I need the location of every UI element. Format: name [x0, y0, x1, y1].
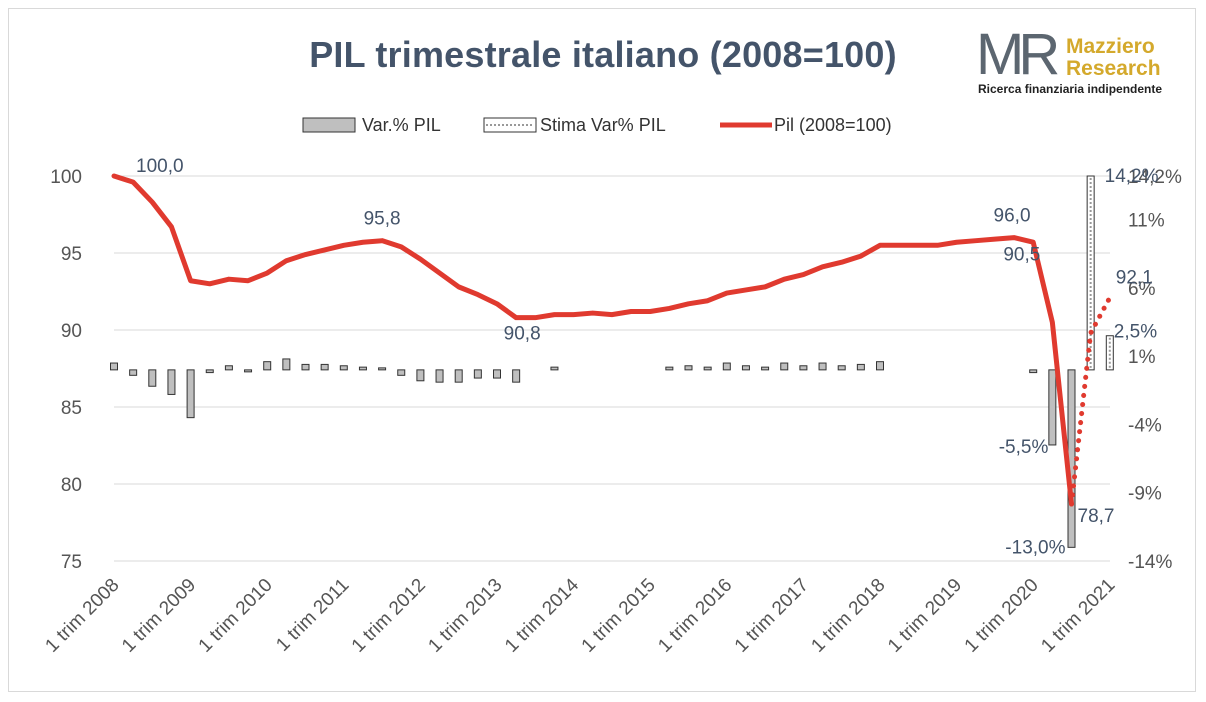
- legend: Var.% PIL Stima Var% PIL Pil (2008=100): [302, 115, 892, 135]
- bar-var-pil: [129, 369, 138, 376]
- bar-var-pil: [1029, 369, 1038, 374]
- left-tick-label: 90: [61, 321, 82, 342]
- right-tick-label: -9%: [1128, 484, 1162, 505]
- chart-title: PIL trimestrale italiano (2008=100): [309, 34, 897, 75]
- x-tick-label: 1 trim 2008: [41, 575, 123, 657]
- x-tick-label: 1 trim 2011: [272, 575, 353, 656]
- legend-swatch-var-pil: [302, 117, 356, 133]
- x-tick-label: 1 trim 2009: [118, 575, 200, 657]
- bar-var-pil: [550, 366, 559, 371]
- bar-var-pil: [665, 366, 674, 371]
- x-tick-label: 1 trim 2016: [654, 575, 736, 657]
- legend-label-pil: Pil (2008=100): [774, 115, 892, 135]
- bar-var-pil: [512, 369, 521, 383]
- bar-var-pil: [320, 363, 329, 371]
- data-label-var-pil: -5,5%: [999, 437, 1049, 458]
- bar-var-pil: [148, 369, 157, 387]
- bar-stima-var-pil: [1086, 175, 1095, 371]
- bar-var-pil: [722, 362, 731, 371]
- data-label-stima-var-pil: 2,5%: [1114, 322, 1157, 343]
- x-tick-label: 1 trim 2020: [961, 575, 1043, 657]
- lines-group: [111, 173, 1113, 507]
- left-tick-label: 95: [61, 244, 82, 265]
- chart-frame: [8, 8, 1196, 692]
- bar-var-pil: [186, 369, 195, 419]
- gridlines: [114, 175, 1110, 562]
- bar-var-pil: [416, 369, 425, 382]
- data-label-pil: 90,5: [1003, 244, 1040, 265]
- logo: MR Mazziero Research Ricerca finanziaria…: [976, 26, 1176, 106]
- data-label-pil: 90,8: [504, 324, 541, 345]
- data-label-var-pil: -13,0%: [1005, 537, 1065, 558]
- bar-var-pil: [244, 369, 253, 373]
- right-tick-label: 14,2%: [1128, 167, 1182, 188]
- x-tick-label: 1 trim 2021: [1037, 575, 1119, 657]
- bar-var-pil: [301, 363, 310, 371]
- bar-var-pil: [358, 366, 367, 371]
- bar-var-pil: [837, 365, 846, 371]
- right-axis-ticks: 14,2% 11% 6% 1% -4% -9% -14%: [1128, 167, 1182, 573]
- bar-var-pil: [205, 369, 214, 374]
- left-tick-label: 85: [61, 398, 82, 419]
- data-label-pil: 100,0: [136, 156, 184, 177]
- bar-var-pil: [282, 358, 291, 371]
- bar-var-pil: [378, 367, 387, 371]
- bar-var-pil: [1048, 369, 1057, 446]
- line-pil: [111, 173, 1074, 507]
- bar-var-pil: [339, 365, 348, 371]
- logo-tagline: Ricerca finanziaria indipendente: [978, 82, 1163, 96]
- line-pil-estimate: [1069, 295, 1113, 507]
- bar-var-pil: [761, 366, 770, 371]
- bar-var-pil: [397, 369, 406, 376]
- data-label-pil: 95,8: [364, 209, 401, 230]
- data-label-pil: 78,7: [1078, 506, 1115, 527]
- bar-var-pil: [473, 369, 482, 379]
- right-tick-label: 6%: [1128, 279, 1156, 300]
- bar-var-pil: [780, 362, 789, 371]
- bar-var-pil: [454, 369, 463, 383]
- x-tick-label: 1 trim 2013: [424, 575, 506, 657]
- bar-stima-var-pil: [1105, 335, 1114, 371]
- logo-name-line2: Research: [1066, 57, 1161, 80]
- bar-var-pil: [435, 369, 444, 383]
- x-tick-label: 1 trim 2014: [501, 574, 583, 656]
- data-label-stima-var-pil: 14,2%: [1105, 166, 1159, 187]
- logo-name-line1: Mazziero: [1066, 35, 1155, 58]
- data-label-pil: 96,0: [994, 206, 1031, 227]
- bar-var-pil: [799, 365, 808, 371]
- bar-var-pil: [818, 362, 827, 371]
- bar-var-pil: [167, 369, 176, 395]
- logo-mark: MR: [976, 22, 1060, 87]
- bar-var-pil: [263, 361, 272, 371]
- left-tick-label: 100: [50, 167, 82, 188]
- right-tick-label: -14%: [1128, 552, 1172, 573]
- bar-var-pil: [741, 365, 750, 371]
- right-tick-label: -4%: [1128, 415, 1162, 436]
- bar-var-pil: [856, 363, 865, 371]
- legend-label-var-pil: Var.% PIL: [362, 115, 441, 135]
- bar-var-pil: [684, 365, 693, 371]
- left-tick-label: 75: [61, 552, 82, 573]
- left-tick-label: 80: [61, 475, 82, 496]
- x-tick-label: 1 trim 2018: [807, 575, 889, 657]
- bar-var-pil: [703, 366, 712, 371]
- bar-var-pil: [110, 362, 118, 371]
- bar-var-pil: [493, 369, 501, 379]
- bars-group: [110, 175, 1114, 548]
- x-tick-label: 1 trim 2017: [731, 575, 813, 657]
- left-axis-ticks: 100 95 90 85 80 75: [50, 167, 82, 573]
- legend-label-stima-var-pil: Stima Var% PIL: [540, 115, 666, 135]
- data-label-pil-estimate: 92,1: [1116, 268, 1153, 289]
- right-tick-label: 11%: [1128, 211, 1165, 232]
- x-tick-label: 1 trim 2010: [195, 575, 277, 657]
- right-tick-label: 1%: [1128, 347, 1156, 368]
- x-tick-label: 1 trim 2019: [884, 575, 966, 657]
- bar-var-pil: [876, 361, 884, 371]
- x-tick-label: 1 trim 2015: [578, 575, 660, 657]
- bar-var-pil: [224, 365, 233, 371]
- data-labels: 100,0 95,8 90,8 96,0 90,5 78,7 92,1 -5,5% -13,0%…: [136, 156, 1159, 558]
- x-tick-label: 1 trim 2012: [348, 575, 430, 657]
